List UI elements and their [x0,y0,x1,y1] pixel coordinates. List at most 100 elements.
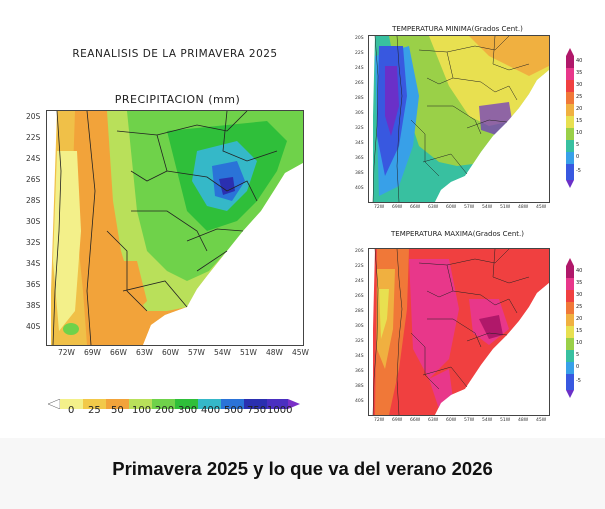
colorbar-label: 300 [178,405,198,416]
lon-tick: 69W [392,418,403,423]
tmin-colorbar-labels: 40 35 30 25 20 15 10 5 0 -5 [576,58,596,188]
lat-tick: 28S [355,309,364,314]
lat-tick: 36S [355,369,364,374]
lon-tick: 45W [536,205,547,210]
lon-tick: 72W [374,418,385,423]
tmin-colorbar [566,48,574,188]
lon-tick: 60W [162,348,179,357]
tmin-map [368,35,550,203]
lat-tick: 24S [26,154,41,163]
lon-tick: 54W [482,418,493,423]
lat-tick: 20S [26,112,41,121]
lat-tick: 26S [355,294,364,299]
colorbar-label: 30 [576,292,583,298]
colorbar-label: -5 [576,168,581,174]
colorbar-label: 200 [155,405,175,416]
lon-tick: 63W [136,348,153,357]
caption-band [0,438,605,509]
precip-map-title: PRECIPITACION (mm) [114,93,241,106]
tmax-lat-axis: 20S 22S 24S 26S 28S 30S 32S 34S 36S 38S … [355,249,367,413]
lat-tick: 38S [355,171,364,176]
tmin-map-title: TEMPERATURA MINIMA(Grados Cent.) [392,25,523,33]
lat-tick: 22S [355,51,364,56]
colorbar-label: 40 [576,58,583,64]
lat-tick: 30S [26,217,41,226]
lat-tick: 28S [26,196,41,205]
lon-tick: 66W [110,348,127,357]
lon-tick: 48W [518,205,529,210]
colorbar-label: 20 [576,106,583,112]
colorbar-label: 400 [201,405,221,416]
lat-tick: 34S [355,141,364,146]
colorbar-label: 750 [247,405,267,416]
lon-tick: 60W [446,205,457,210]
tmax-lon-axis: 72W 69W 66W 63W 60W 57W 54W 51W 48W 45W [368,418,558,426]
precip-colorbar [47,394,300,410]
tmin-lat-axis: 20S 22S 24S 26S 28S 30S 32S 34S 36S 38S … [355,36,367,200]
colorbar-label: 35 [576,280,583,286]
lon-tick: 45W [292,348,309,357]
colorbar-label: 100 [132,405,152,416]
precip-lat-axis: 20S 22S 24S 26S 28S 30S 32S 34S 36S 38S … [26,112,46,342]
lat-tick: 36S [355,156,364,161]
lat-tick: 26S [355,81,364,86]
colorbar-label: 40 [576,268,583,274]
lon-tick: 60W [446,418,457,423]
lon-tick: 69W [84,348,101,357]
caption: Primavera 2025 y lo que va del verano 20… [112,458,493,479]
lat-tick: 32S [26,238,41,247]
tmax-map [368,248,550,416]
lat-tick: 22S [355,264,364,269]
tmax-colorbar [566,258,574,398]
colorbar-label: 5 [576,352,580,358]
lat-tick: 34S [355,354,364,359]
lon-tick: 45W [536,418,547,423]
colorbar-label: -5 [576,378,581,384]
precip-lon-axis: 72W 69W 66W 63W 60W 57W 54W 51W 48W 45W [46,348,316,360]
colorbar-label: 30 [576,82,583,88]
lon-tick: 57W [464,205,475,210]
precip-colorbar-labels: 0 25 50 100 200 300 400 500 750 1000 [48,405,308,417]
lat-tick: 24S [355,279,364,284]
colorbar-label: 15 [576,328,583,334]
tmax-colorbar-labels: 40 35 30 25 20 15 10 5 0 -5 [576,268,596,398]
colorbar-label: 1000 [267,405,293,416]
colorbar-label: 25 [88,405,101,416]
lat-tick: 40S [355,399,364,404]
lon-tick: 66W [410,418,421,423]
lon-tick: 54W [214,348,231,357]
lat-tick: 22S [26,133,41,142]
lon-tick: 48W [266,348,283,357]
lat-tick: 28S [355,96,364,101]
colorbar-label: 0 [576,154,580,160]
lon-tick: 48W [518,418,529,423]
tmin-lon-axis: 72W 69W 66W 63W 60W 57W 54W 51W 48W 45W [368,205,558,213]
lat-tick: 26S [26,175,41,184]
tmax-map-title: TEMPERATURA MAXIMA(Grados Cent.) [391,230,524,238]
colorbar-label: 0 [576,364,580,370]
lat-tick: 38S [355,384,364,389]
lat-tick: 30S [355,111,364,116]
colorbar-label: 50 [111,405,124,416]
colorbar-label: 10 [576,340,583,346]
lat-tick: 38S [26,301,41,310]
lat-tick: 40S [26,322,41,331]
colorbar-label: 25 [576,304,583,310]
lat-tick: 20S [355,36,364,41]
precip-map [46,110,304,346]
lat-tick: 32S [355,126,364,131]
colorbar-label: 0 [68,405,75,416]
colorbar-label: 20 [576,316,583,322]
lat-tick: 20S [355,249,364,254]
lon-tick: 69W [392,205,403,210]
colorbar-label: 10 [576,130,583,136]
colorbar-label: 5 [576,142,580,148]
lon-tick: 72W [58,348,75,357]
colorbar-label: 500 [224,405,244,416]
lon-tick: 57W [188,348,205,357]
lat-tick: 24S [355,66,364,71]
main-title: REANALISIS DE LA PRIMAVERA 2025 [72,48,278,60]
lon-tick: 72W [374,205,385,210]
lat-tick: 36S [26,280,41,289]
lon-tick: 51W [500,205,511,210]
